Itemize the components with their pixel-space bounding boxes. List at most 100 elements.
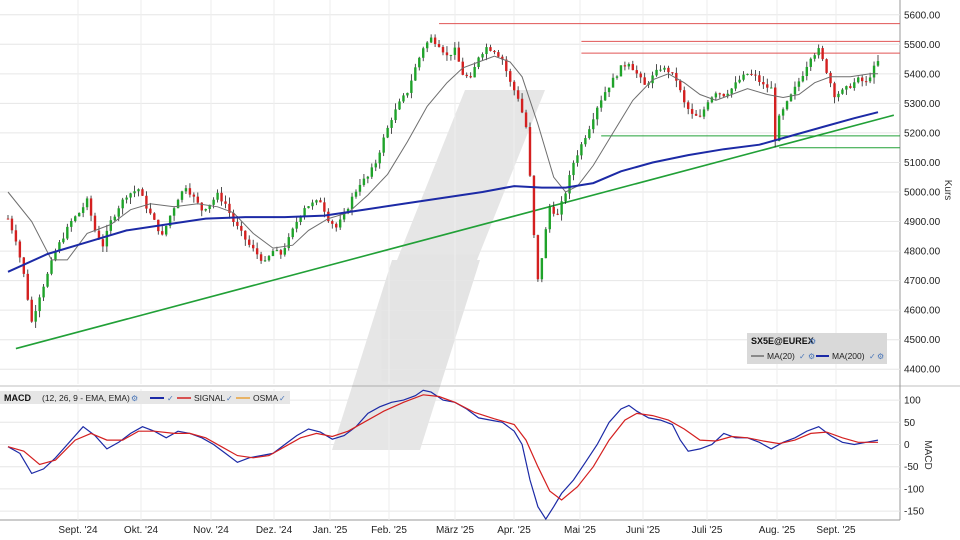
- candle-body: [425, 42, 429, 49]
- price-tick-label: 5300.00: [904, 99, 941, 110]
- candle-body: [303, 208, 306, 217]
- candle-body: [441, 46, 445, 53]
- candle-body: [560, 201, 563, 215]
- candle-body: [663, 67, 666, 70]
- candle-body: [153, 213, 156, 220]
- price-tick-label: 4500.00: [904, 335, 941, 346]
- candle-body: [287, 237, 290, 249]
- legend-ma200-label: MA(200): [832, 351, 865, 361]
- osma-check-icon[interactable]: ✓: [279, 394, 286, 403]
- candle-body: [113, 216, 116, 221]
- candle-body: [568, 175, 571, 194]
- candle-body: [777, 115, 781, 141]
- candle-body: [742, 74, 745, 80]
- candle-body: [690, 108, 694, 114]
- candle-body: [358, 184, 362, 192]
- signal-line: [7, 394, 878, 501]
- candle-body: [501, 56, 504, 60]
- candle-body: [433, 37, 437, 45]
- candle-body: [10, 218, 14, 231]
- candle-body: [204, 208, 207, 211]
- candle-body: [34, 311, 37, 322]
- legend-ma20-gear-icon[interactable]: ⚙: [808, 352, 815, 361]
- candle-body: [255, 248, 259, 255]
- candle-body: [837, 93, 840, 98]
- price-tick-label: 5600.00: [904, 10, 941, 21]
- candle-body: [789, 94, 793, 102]
- candle-body: [548, 206, 551, 230]
- candle-body: [370, 167, 374, 177]
- candle-body: [406, 92, 409, 96]
- candle-body: [857, 77, 860, 83]
- candle-body: [236, 221, 239, 226]
- candle-body: [793, 86, 797, 95]
- legend-symbol-icon[interactable]: ⚙: [809, 337, 816, 346]
- candle-body: [410, 80, 413, 93]
- candle-body: [402, 95, 405, 102]
- candle-body: [627, 64, 631, 67]
- candle-body: [267, 256, 271, 261]
- price-grid: [0, 0, 900, 384]
- candle-body: [734, 82, 737, 89]
- candle-body: [849, 86, 852, 88]
- signal-check-icon[interactable]: ✓: [226, 394, 233, 403]
- macd-grid: [0, 389, 900, 520]
- candle-body: [6, 218, 10, 220]
- price-tick-label: 4900.00: [904, 217, 941, 228]
- candle-body: [149, 208, 152, 214]
- candle-body: [592, 119, 595, 130]
- legend-ma20-check-icon[interactable]: ✓: [799, 352, 806, 361]
- candle-body: [738, 79, 741, 83]
- candle-body: [481, 54, 484, 58]
- candle-body: [141, 189, 144, 196]
- candle-body: [394, 109, 397, 121]
- candle-body: [766, 84, 769, 88]
- candle-body: [327, 211, 330, 222]
- x-tick-label: Okt. '24: [124, 525, 159, 536]
- candle-body: [694, 113, 698, 116]
- candle-body: [809, 58, 812, 67]
- candle-body: [722, 93, 725, 97]
- macd-axis-title: MACD: [922, 440, 933, 469]
- candle-body: [374, 163, 377, 168]
- candle-body: [342, 213, 346, 220]
- candle-body: [422, 48, 425, 58]
- macd-params: (12, 26, 9 - EMA, EMA): [42, 393, 130, 403]
- candle-body: [710, 97, 714, 103]
- candle-body: [686, 102, 690, 109]
- candle-body: [706, 102, 710, 110]
- candle-body: [655, 69, 658, 76]
- osma-label: OSMA: [253, 393, 278, 403]
- price-tick-label: 5500.00: [904, 40, 941, 51]
- macd-gear-icon[interactable]: ⚙: [131, 394, 138, 403]
- candle-body: [145, 195, 148, 209]
- candle-body: [192, 194, 196, 197]
- candle-body: [457, 47, 461, 62]
- candle-body: [572, 162, 575, 176]
- x-tick-label: Mai '25: [564, 525, 596, 536]
- macd-check-icon[interactable]: ✓: [167, 394, 174, 403]
- candle-body: [81, 207, 85, 213]
- candle-body: [350, 196, 354, 209]
- candle-body: [54, 250, 57, 261]
- candle-body: [62, 238, 65, 243]
- price-legend: SX5E@EUREX ⚙ MA(20) ✓ ⚙ MA(200) ✓ ⚙: [747, 333, 887, 364]
- x-tick-label: Apr. '25: [497, 525, 531, 536]
- macd-panel-bg: [0, 389, 900, 520]
- ma200-line: [7, 111, 879, 273]
- legend-ma200-check-icon[interactable]: ✓: [869, 352, 876, 361]
- candle-body: [248, 239, 251, 245]
- candle-body: [473, 66, 476, 78]
- candle-body: [240, 225, 243, 231]
- candle-body: [105, 230, 109, 247]
- candle-body: [817, 48, 820, 56]
- candle-body: [109, 220, 113, 231]
- candle-body: [580, 144, 583, 156]
- candle-body: [864, 81, 868, 83]
- candle-body: [754, 74, 757, 76]
- candle-body: [42, 286, 45, 298]
- legend-ma200-gear-icon[interactable]: ⚙: [877, 352, 884, 361]
- candle-body: [532, 175, 536, 236]
- candle-body: [97, 230, 101, 240]
- candle-body: [643, 77, 646, 85]
